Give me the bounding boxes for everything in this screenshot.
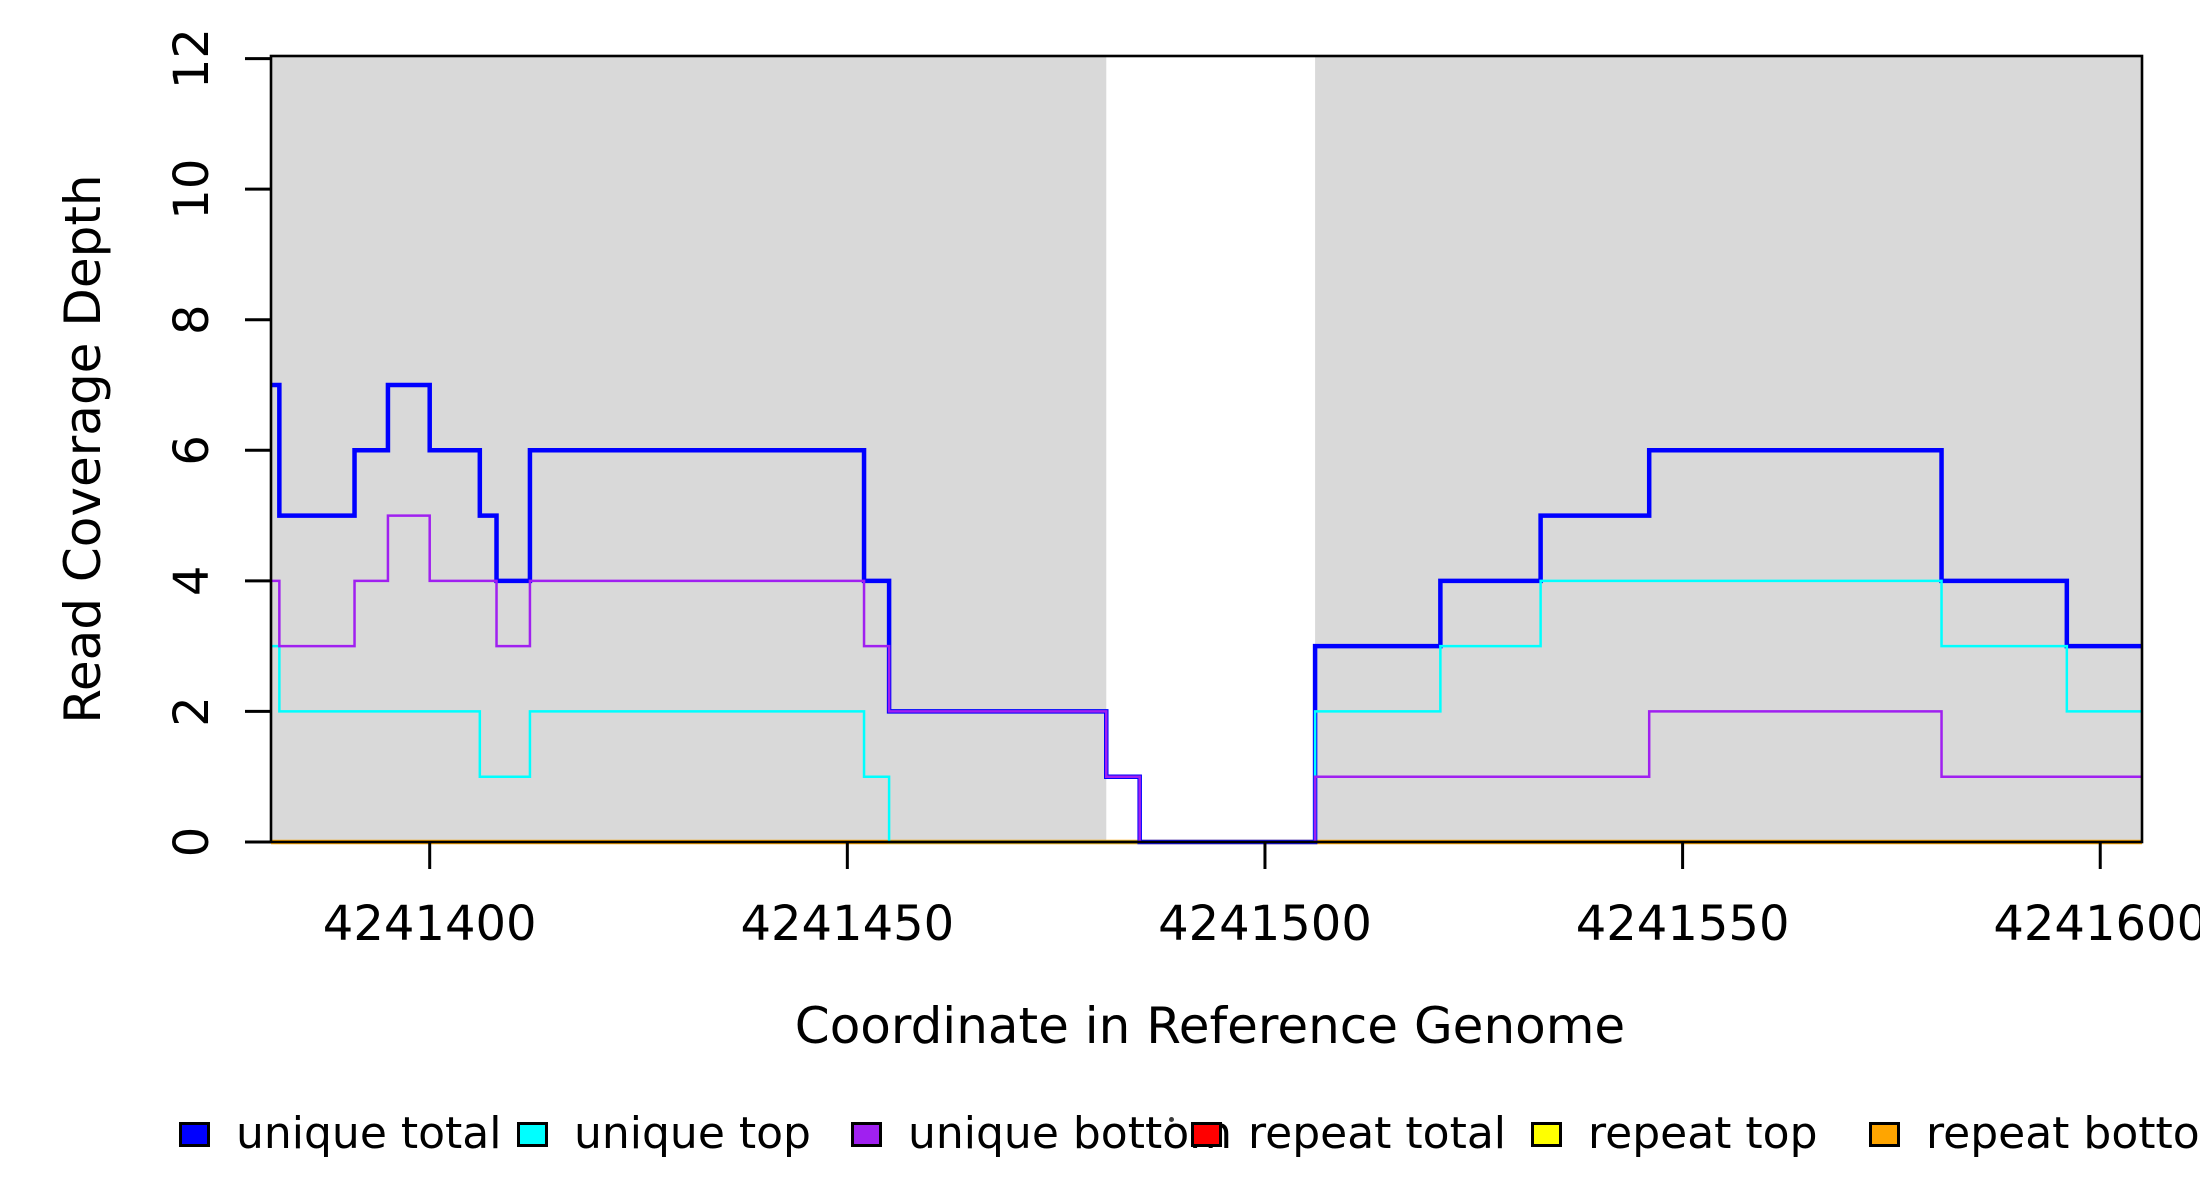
legend-item-repeat-bottom: repeat bottom xyxy=(1869,1112,2200,1156)
legend-label: repeat bottom xyxy=(1926,1108,2200,1159)
x-tick-label: 4241450 xyxy=(740,896,954,952)
legend-item-unique-bottom: unique bottom xyxy=(851,1112,1232,1156)
legend-item-unique-total: unique total xyxy=(179,1112,501,1156)
x-axis-title: Coordinate in Reference Genome xyxy=(794,997,1626,1055)
legend-label: unique top xyxy=(574,1108,811,1159)
legend-swatch-icon xyxy=(1869,1121,1900,1147)
x-tick-label: 4241600 xyxy=(1993,896,2200,952)
legend-label: repeat top xyxy=(1588,1108,1818,1159)
legend-label: unique total xyxy=(236,1108,502,1159)
legend-swatch-icon xyxy=(1531,1121,1562,1147)
y-tick-label: 2 xyxy=(164,696,220,727)
series-line-unique-bottom xyxy=(271,514,2142,844)
y-tick-label: 10 xyxy=(164,159,220,220)
y-tick-label: 0 xyxy=(164,827,220,858)
y-axis-title: Read Coverage Depth xyxy=(54,174,112,724)
y-tick-label: 4 xyxy=(164,566,220,597)
legend-swatch-icon xyxy=(517,1121,548,1147)
stray-mark xyxy=(1169,1117,1174,1122)
legend-item-repeat-total: repeat total xyxy=(1191,1112,1506,1156)
x-tick-label: 4241400 xyxy=(323,896,537,952)
legend-item-repeat-top: repeat top xyxy=(1531,1112,1818,1156)
x-tick-label: 4241550 xyxy=(1576,896,1790,952)
legend-swatch-icon xyxy=(1191,1121,1222,1147)
y-tick-label: 12 xyxy=(164,28,220,89)
y-tick-label: 6 xyxy=(164,435,220,466)
legend-swatch-icon xyxy=(179,1121,210,1147)
x-tick-label: 4241500 xyxy=(1158,896,1372,952)
legend-item-unique-top: unique top xyxy=(517,1112,811,1156)
legend-label: repeat total xyxy=(1248,1108,1507,1159)
legend-swatch-icon xyxy=(851,1121,882,1147)
legend-label: unique bottom xyxy=(908,1108,1233,1159)
y-tick-label: 8 xyxy=(164,304,220,335)
